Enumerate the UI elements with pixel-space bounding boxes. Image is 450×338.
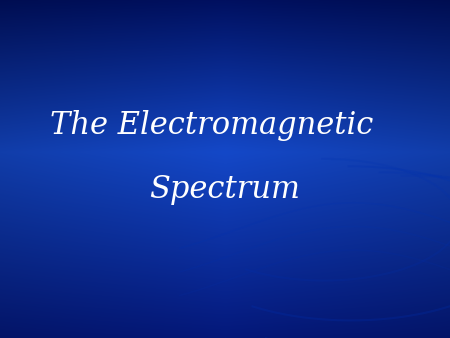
Text: Spectrum: Spectrum xyxy=(149,174,301,205)
Text: The Electromagnetic: The Electromagnetic xyxy=(50,110,373,141)
